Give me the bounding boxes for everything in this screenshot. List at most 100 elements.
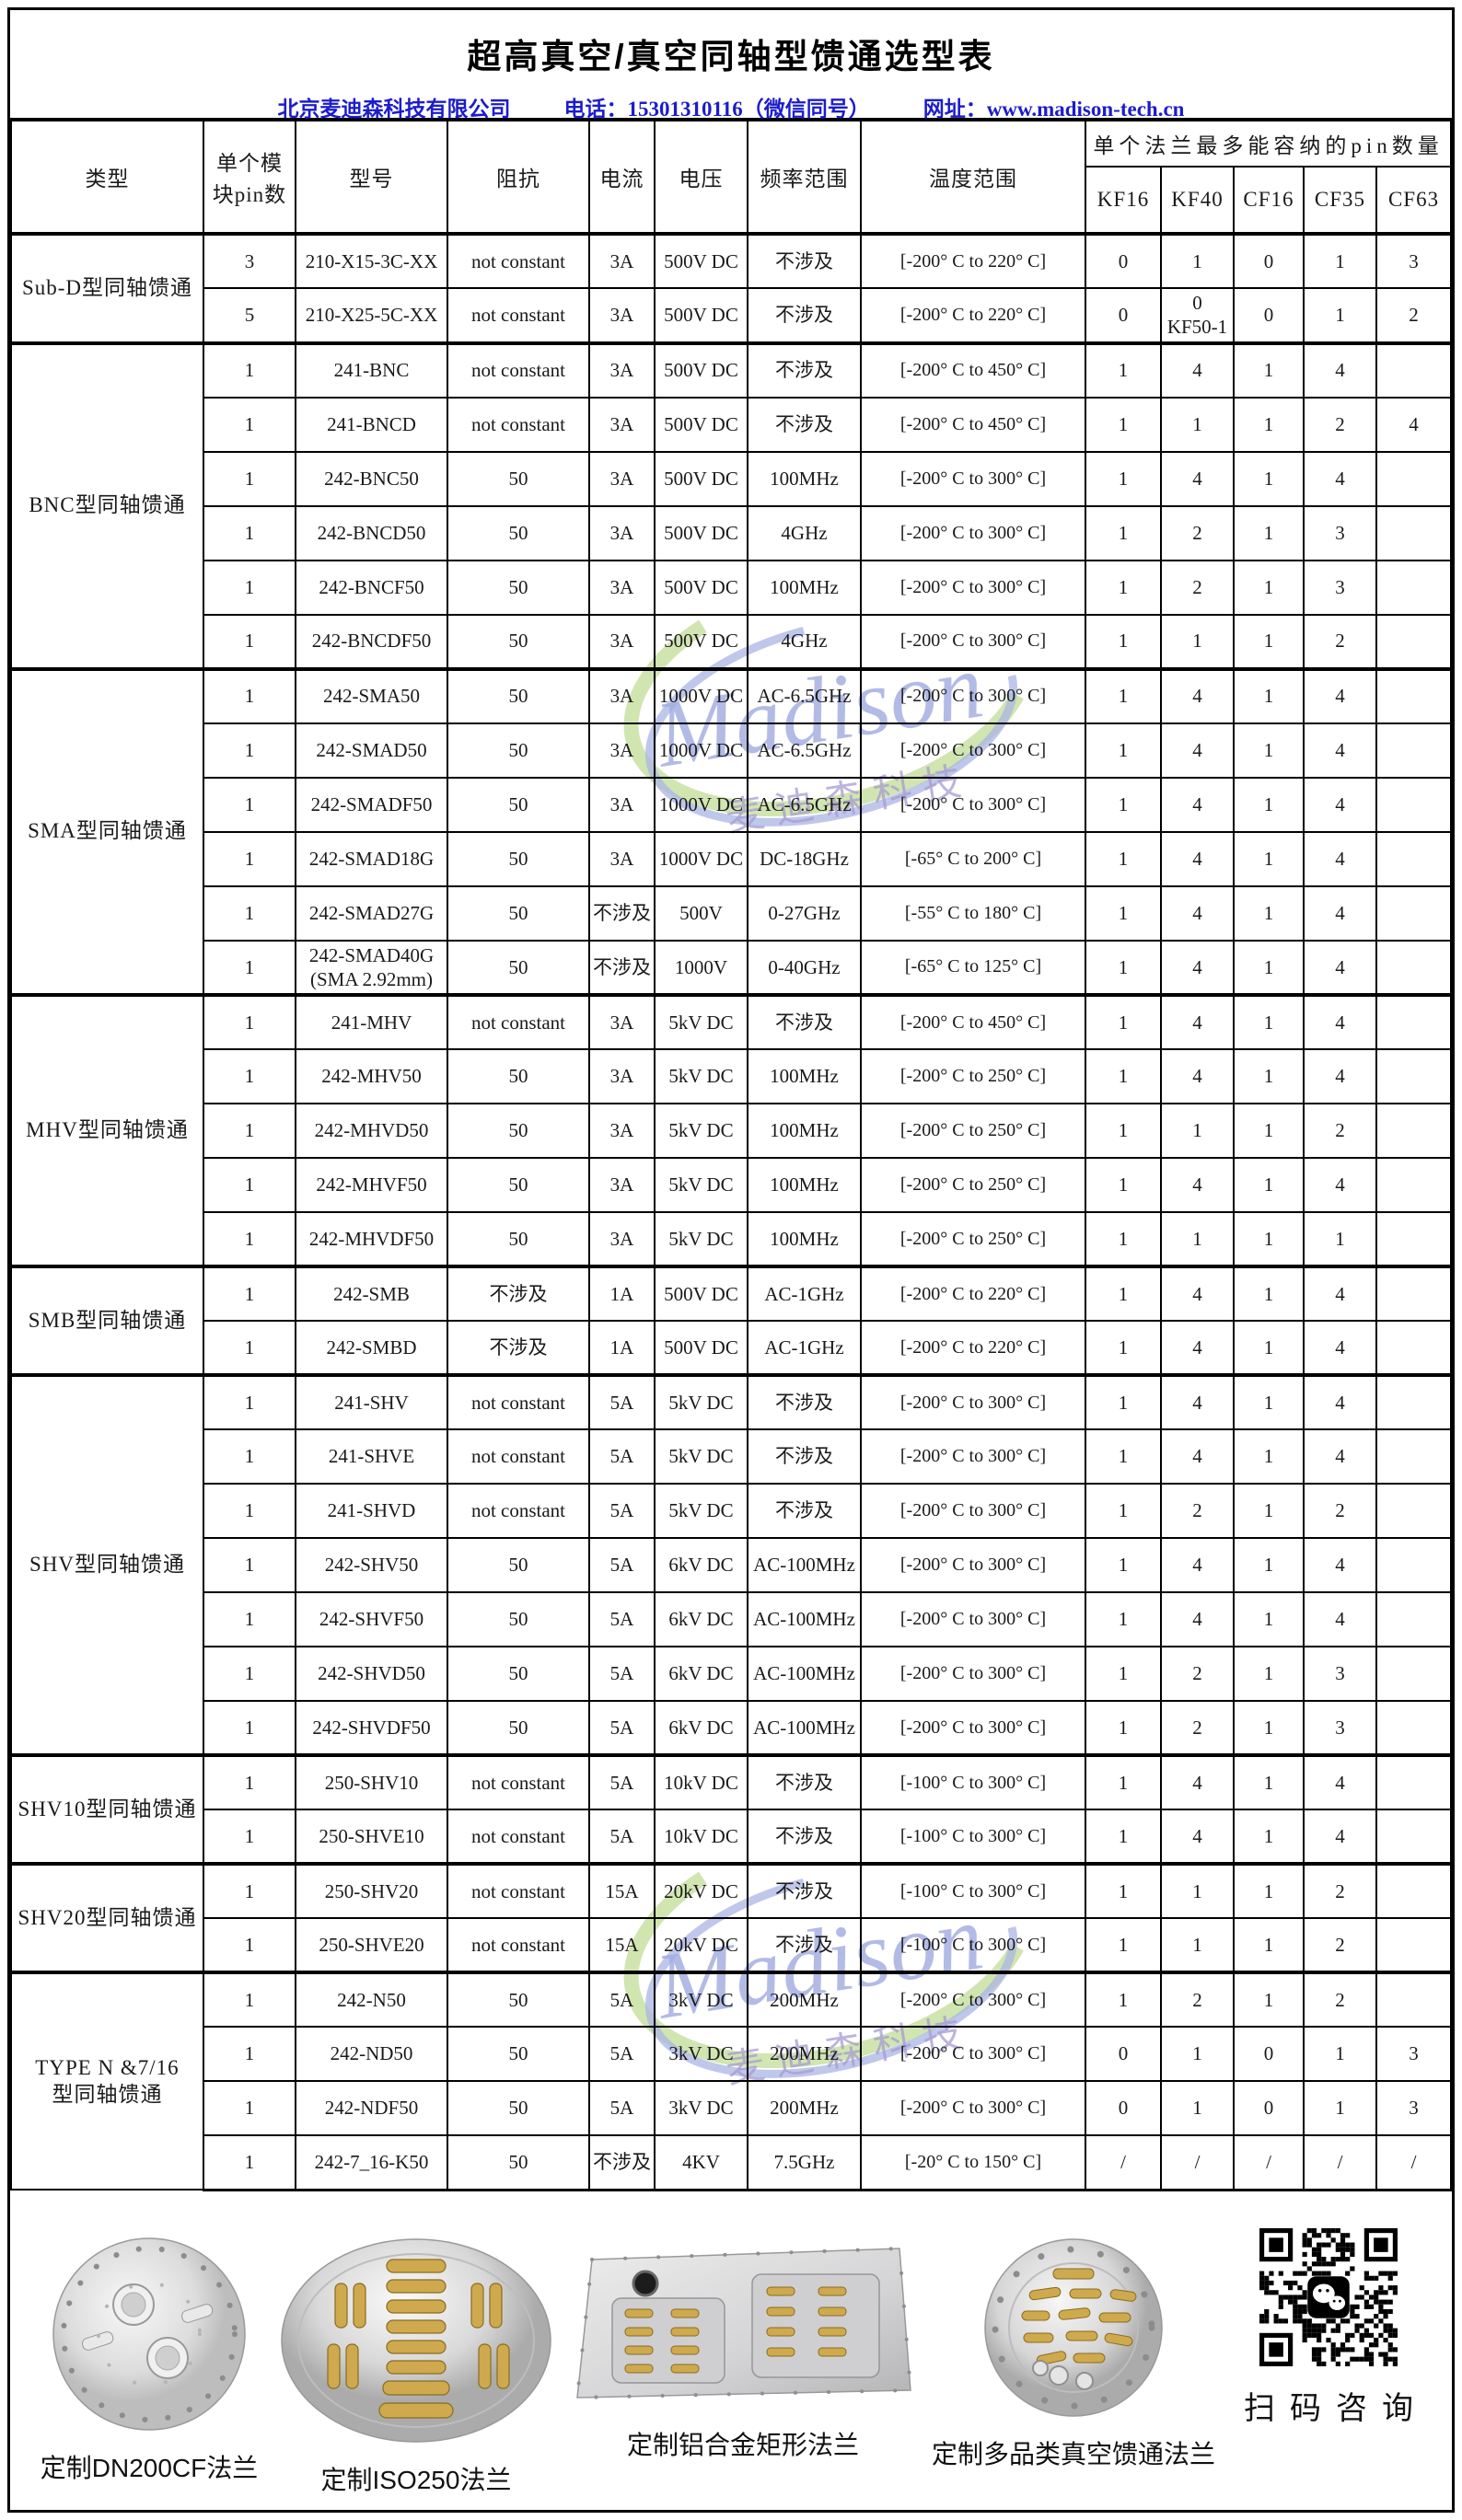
table-cell: 不涉及	[747, 232, 862, 289]
table-cell: 3	[1375, 2026, 1452, 2082]
table-cell: 不涉及	[447, 1265, 590, 1322]
table-cell: 4	[1303, 830, 1377, 887]
table-cell: [-200° C to 250° C]	[860, 1211, 1086, 1267]
table-cell: 1	[203, 1428, 296, 1485]
table-cell: [-200° C to 300° C]	[860, 1483, 1086, 1539]
table-cell: 4	[1160, 830, 1235, 887]
table-cell: 0	[1085, 2080, 1162, 2136]
table-cell: 不涉及	[747, 993, 862, 1050]
table-cell: 2	[1375, 287, 1452, 344]
table-row: 1 242-MHVDF50 50 3A 5kV DC 100MHz [-200° C to …	[11, 1211, 1452, 1267]
table-cell: 3A	[588, 450, 656, 507]
table-cell: 241-BNC	[295, 341, 448, 399]
table-cell: 1	[1233, 1809, 1305, 1865]
group-type-cell: SHV20型同轴馈通	[10, 1862, 204, 1973]
table-cell: 4	[1160, 939, 1235, 996]
table-cell: 1	[1233, 884, 1305, 942]
company-phone: 电话：15301310116（微信同号）	[563, 98, 870, 121]
table-cell: 3A	[588, 504, 656, 561]
table-cell: 1	[203, 1809, 296, 1865]
table-row: BNC型同轴馈通 1 241-BNC not constant 3A 500V DC 不涉及…	[10, 341, 1452, 670]
table-cell: 1	[1085, 1373, 1162, 1430]
group-type-cell: TYPE N &7/16 型同轴馈通	[10, 1971, 204, 2191]
table-cell: 50	[447, 613, 590, 670]
table-cell: 1	[203, 1103, 296, 1159]
table-cell: 5A	[588, 1646, 656, 1702]
table-cell: 242-SMB	[295, 1265, 448, 1322]
group-type-cell: SMB型同轴馈通	[10, 1265, 204, 1376]
table-cell: 242-SMBD	[295, 1320, 448, 1376]
table-cell: 3A	[588, 776, 656, 833]
table-row: 1 242-MHVF50 50 3A 5kV DC 100MHz [-200° C to 2…	[11, 1157, 1452, 1213]
table-row: 1 242-BNCF50 50 3A 500V DC 100MHz [-200° C to …	[11, 559, 1452, 616]
col-header-type: 类型	[10, 120, 204, 235]
table-cell: 5A	[588, 1700, 656, 1756]
table-cell	[1375, 884, 1452, 942]
table-cell: 1	[1233, 1211, 1305, 1267]
company-name: 北京麦迪森科技有限公司	[277, 98, 511, 121]
table-cell: 2	[1303, 1862, 1377, 1919]
table-cell: /	[1375, 2134, 1452, 2191]
table-cell	[1375, 1753, 1452, 1810]
table-cell: 50	[447, 722, 590, 779]
table-cell: 1	[1085, 1483, 1162, 1539]
table-cell: 不涉及	[747, 1753, 862, 1810]
table-cell: 4	[1303, 1320, 1377, 1376]
table-cell	[1375, 1483, 1452, 1539]
table-cell: 100MHz	[747, 1211, 862, 1267]
table-cell: 2	[1160, 1971, 1235, 2028]
table-cell: 200MHz	[747, 2080, 862, 2136]
table-cell: 241-SHV	[295, 1373, 448, 1430]
table-cell: [-200° C to 300° C]	[860, 666, 1086, 724]
table-cell: 3	[1303, 504, 1377, 561]
table-cell	[1375, 1265, 1452, 1322]
table-row: 1 242-BNC50 50 3A 500V DC 100MHz [-200° C to 3…	[11, 450, 1452, 507]
table-cell: 1	[203, 939, 296, 996]
table-cell: 50	[447, 504, 590, 561]
table-cell: not constant	[447, 1917, 590, 1973]
table-cell: 0-27GHz	[747, 884, 862, 942]
table-cell: 1A	[588, 1265, 656, 1322]
table-row: 1 242-SHV50 50 5A 6kV DC AC-100MHz [-200° C to…	[11, 1537, 1452, 1593]
table-cell	[1375, 722, 1452, 779]
table-cell: not constant	[447, 1428, 590, 1485]
table-cell: 1	[1085, 396, 1162, 453]
table-row: 1 242-SHVDF50 50 5A 6kV DC AC-100MHz [-200° C …	[11, 1700, 1452, 1756]
table-cell: 500V DC	[654, 1265, 748, 1322]
table-row: 1 250-SHVE20 not constant 15A 20kV DC 不涉及 [-10…	[11, 1917, 1452, 1973]
table-cell: 4	[1303, 1809, 1377, 1865]
table-cell: 50	[447, 2080, 590, 2136]
table-cell: 4	[1160, 1591, 1235, 1647]
table-cell: 1	[1085, 1646, 1162, 1702]
table-cell	[1375, 1591, 1452, 1647]
col-header-current: 电流	[588, 120, 656, 235]
table-cell: 6kV DC	[654, 1537, 748, 1593]
table-cell: [-100° C to 300° C]	[860, 1917, 1086, 1973]
table-cell: 1	[1085, 939, 1162, 996]
table-cell: 50	[447, 559, 590, 616]
table-cell: 1	[203, 1862, 296, 1919]
table-cell: 1	[1085, 450, 1162, 507]
table-cell: AC-1GHz	[747, 1320, 862, 1376]
table-cell: 4	[1160, 1537, 1235, 1593]
table-cell: 3	[203, 232, 296, 289]
table-cell: 7.5GHz	[747, 2134, 862, 2191]
table-cell: AC-1GHz	[747, 1265, 862, 1322]
table-cell: 4	[1160, 884, 1235, 942]
table-cell: 5kV DC	[654, 1157, 748, 1213]
table-cell: 1	[1233, 1373, 1305, 1430]
table-cell: 500V DC	[654, 341, 748, 399]
table-cell: 1	[1233, 504, 1305, 561]
col-header-cf16: CF16	[1233, 166, 1305, 235]
table-row: 1 242-SMBD 不涉及 1A 500V DC AC-1GHz [-200° C to …	[11, 1320, 1452, 1376]
table-cell: 1	[1085, 1157, 1162, 1213]
table-cell: 250-SHV10	[295, 1753, 448, 1810]
table-row: 1 242-MHVD50 50 3A 5kV DC 100MHz [-200° C to 2…	[11, 1103, 1452, 1159]
table-cell: 242-MHV50	[295, 1048, 448, 1104]
table-cell: 10kV DC	[654, 1753, 748, 1810]
table-cell: 5A	[588, 2026, 656, 2082]
table-cell: 210-X25-5C-XX	[295, 287, 448, 344]
qr-caption: 扫码咨询	[1243, 2390, 1428, 2426]
table-cell: 1	[1233, 341, 1305, 399]
table-cell: [-200° C to 300° C]	[860, 1428, 1086, 1485]
